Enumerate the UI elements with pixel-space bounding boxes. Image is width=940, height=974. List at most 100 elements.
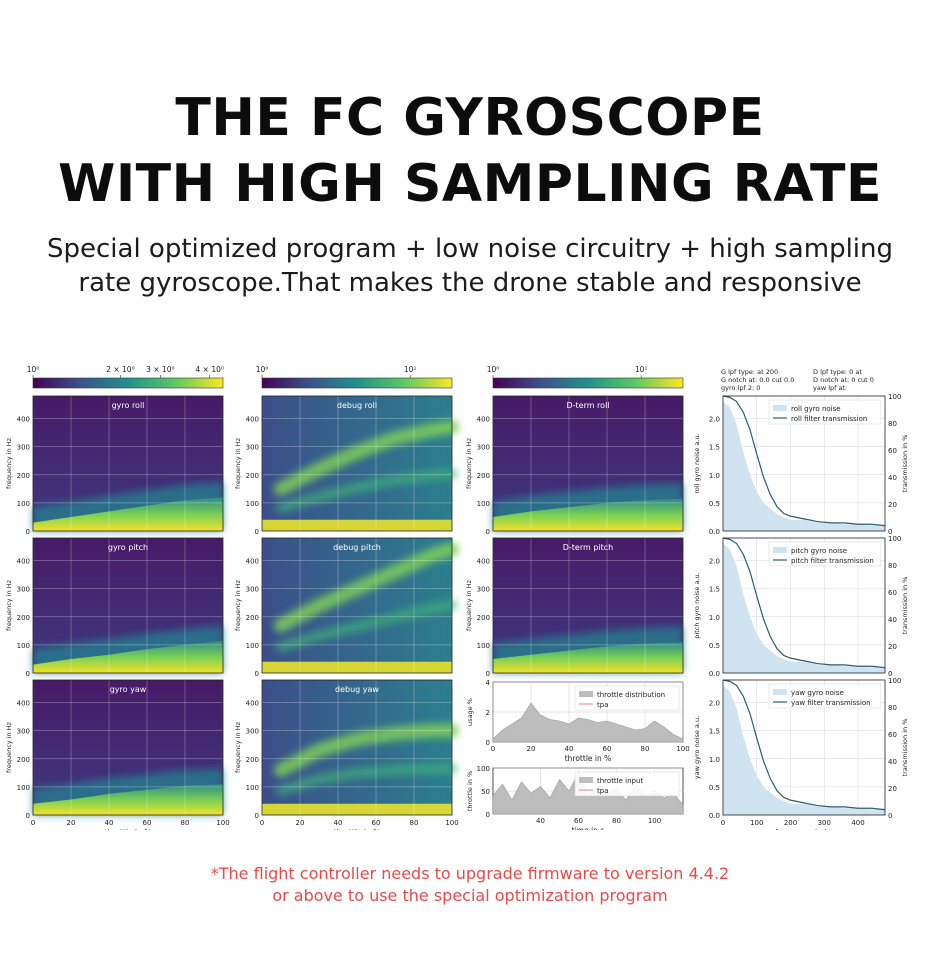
- y-tick-label: 300: [246, 586, 259, 594]
- y-tick-label: 300: [17, 728, 30, 736]
- y-tick-label: 0: [26, 812, 30, 820]
- y-tick-label: 0.5: [709, 784, 720, 792]
- y2-axis-label: transmission in %: [901, 435, 909, 493]
- x-tick-label: 40: [334, 819, 343, 827]
- y-tick-label: 4: [486, 679, 491, 687]
- y-tick-label: 0: [486, 811, 490, 819]
- y-tick-label: 100: [17, 642, 30, 650]
- x-tick-label: 300: [818, 819, 831, 827]
- y-tick-label: 0: [255, 812, 259, 820]
- legend-swatch: [579, 691, 593, 697]
- low-freq-band: [262, 519, 452, 531]
- x-tick-label: 100: [445, 819, 458, 827]
- y-tick-label: 2: [486, 709, 490, 717]
- x-axis-label: frequency in hz: [775, 828, 833, 830]
- x-tick-label: 100: [648, 817, 661, 825]
- y2-tick-label: 60: [888, 589, 897, 597]
- y-tick-label: 0.0: [709, 528, 720, 536]
- heatmap-panel-debug-pitch: debug pitch 0 100 200 300 400 frequency in Hz: [234, 537, 459, 678]
- y-tick-label: 1.0: [709, 472, 720, 480]
- subtitle-line-1: Special optimized program + low noise ci…: [46, 234, 893, 264]
- panel-title: debug yaw: [335, 685, 379, 694]
- x-tick-label: 60: [574, 817, 583, 825]
- noise-band: [493, 642, 683, 673]
- harmonic-band: [274, 723, 459, 777]
- heatmap-panel-gyro-pitch: gyro pitch 0 100 200 300 400 frequency in Hz: [5, 537, 224, 678]
- panel-frame: [32, 537, 224, 674]
- y-tick-label: 100: [477, 500, 490, 508]
- legend-entry: tpa: [597, 787, 608, 795]
- noise-band: [33, 784, 223, 815]
- y-tick-label: 100: [246, 784, 259, 792]
- noise-area: [723, 401, 885, 531]
- y-tick-label: 400: [246, 416, 259, 424]
- x-tick-label: 40: [565, 745, 574, 753]
- y-tick-label: 100: [17, 500, 30, 508]
- heatmap-panel-d-term-pitch: D-term pitch 0 100 200 300 400 frequency in Hz: [465, 537, 684, 678]
- x-tick-label: 80: [612, 817, 621, 825]
- legend-entry: roll gyro noise: [791, 405, 841, 413]
- heatmap-panel-d-term-roll: D-term roll 0 100 200 300 400 frequency in Hz: [465, 395, 684, 536]
- legend-swatch: [773, 547, 787, 553]
- heatmap-background: [262, 396, 452, 531]
- panel-frame: [261, 537, 453, 674]
- y-tick-label: 300: [246, 728, 259, 736]
- y2-tick-label: 100: [888, 535, 901, 543]
- legend-entry: roll filter transmission: [791, 415, 867, 423]
- y-axis-label: frequency in Hz: [465, 579, 473, 631]
- colorbar-dterm: [492, 377, 684, 389]
- y-tick-label: 50: [481, 788, 490, 796]
- y2-tick-label: 0: [888, 670, 892, 678]
- y-tick-label: 0.5: [709, 642, 720, 650]
- y-axis-label: throttle in %: [466, 771, 474, 811]
- y-tick-label: 200: [477, 614, 490, 622]
- area-series: [492, 702, 684, 743]
- y-tick-label: 200: [17, 756, 30, 764]
- y2-tick-label: 100: [888, 677, 901, 685]
- y-axis-label: frequency in Hz: [5, 437, 13, 489]
- y-tick-label: 2.0: [709, 416, 720, 424]
- y-tick-label: 400: [246, 558, 259, 566]
- y-tick-label: 200: [477, 472, 490, 480]
- y-tick-label: 300: [17, 586, 30, 594]
- y-tick-label: 0: [26, 670, 30, 678]
- y-tick-label: 0: [486, 739, 490, 747]
- spectrum-panel-roll: 0.0 0.5 1.0 1.5 2.0 0 20 40 60 80 100 roll gyro noi…: [693, 393, 909, 536]
- y-tick-label: 0.0: [709, 670, 720, 678]
- x-tick-label: 20: [527, 745, 536, 753]
- legend-entry: yaw filter transmission: [791, 699, 871, 707]
- filter-transmission-line: [722, 537, 886, 669]
- y-tick-label: 400: [17, 416, 30, 424]
- x-axis-label: throttle in %: [565, 754, 612, 763]
- panel-title: debug roll: [337, 401, 377, 410]
- y2-tick-label: 20: [888, 501, 897, 509]
- panel-frame: [492, 395, 684, 532]
- page-title-line-2: WITH HIGH SAMPLING RATE: [57, 154, 883, 214]
- panel-frame: [32, 395, 224, 532]
- harmonic-band-lower: [276, 468, 457, 513]
- colorbar-tick-label: 10⁰: [256, 365, 269, 374]
- y-tick-label: 0: [255, 528, 259, 536]
- y-tick-label: 100: [17, 784, 30, 792]
- x-tick-label: 80: [181, 819, 190, 827]
- y-axis-label: frequency in Hz: [5, 721, 13, 773]
- legend-box: [574, 771, 680, 797]
- x-axis-label: throttle in %: [105, 828, 152, 830]
- y-axis-label: frequency in Hz: [234, 437, 242, 489]
- y-axis-label: pitch gyro noise a.u.: [693, 572, 701, 638]
- y2-tick-label: 20: [888, 785, 897, 793]
- x-tick-label: 80: [641, 745, 650, 753]
- filter-info-text: D lpf type: 0 at: [813, 368, 862, 376]
- legend-entry: yaw gyro noise: [791, 689, 844, 697]
- y-tick-label: 400: [477, 416, 490, 424]
- x-tick-label: 60: [143, 819, 152, 827]
- y-tick-label: 1.5: [709, 444, 720, 452]
- x-tick-label: 0: [721, 819, 725, 827]
- legend-entry: throttle input: [597, 777, 643, 785]
- filter-transmission-line: [722, 395, 886, 527]
- y2-tick-label: 40: [888, 616, 897, 624]
- y-tick-label: 200: [246, 614, 259, 622]
- noise-band: [33, 640, 223, 673]
- legend-entry: tpa: [597, 701, 608, 709]
